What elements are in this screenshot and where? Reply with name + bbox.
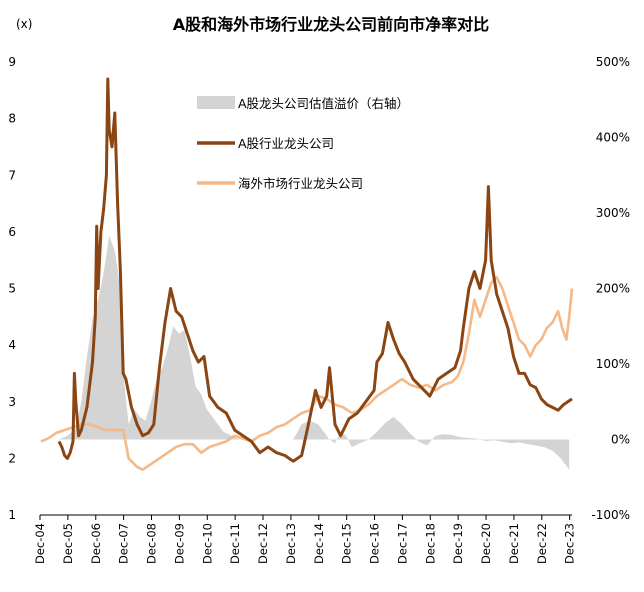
- left-y-tick-label: 6: [8, 225, 16, 239]
- x-tick-label: Dec-16: [368, 523, 382, 564]
- right-y-tick-label: 500%: [596, 55, 630, 69]
- x-tick-label: Dec-18: [423, 523, 437, 564]
- overseas-leaders-line: [40, 275, 574, 471]
- x-tick-label: Dec-11: [228, 523, 242, 564]
- right-y-tick-label: 100%: [596, 357, 630, 371]
- legend-label: 海外市场行业龙头公司: [238, 176, 363, 191]
- left-unit-label: (x): [16, 17, 32, 31]
- left-y-tick-label: 5: [8, 282, 16, 296]
- x-tick-label: Dec-20: [479, 523, 493, 564]
- x-tick-label: Dec-13: [284, 523, 298, 564]
- chart-title: A股和海外市场行业龙头公司前向市净率对比: [173, 15, 489, 34]
- right-y-tick-label: 400%: [596, 131, 630, 145]
- right-y-tick-label: 0%: [611, 433, 630, 447]
- x-tick-label: Dec-07: [117, 523, 131, 564]
- x-tick-label: Dec-09: [172, 523, 186, 564]
- legend-label: A股行业龙头公司: [238, 136, 334, 151]
- left-y-tick-label: 3: [8, 395, 16, 409]
- axes-layer: 1 2 3 4 5 6 7 8 9 -100% 0% 100% 200% 300% 400% 500% Dec-…: [8, 55, 630, 564]
- left-y-tick-label: 8: [8, 112, 16, 126]
- x-tick-label: Dec-05: [61, 523, 75, 564]
- x-tick-label: Dec-19: [451, 523, 465, 564]
- x-tick-label: Dec-10: [200, 523, 214, 564]
- left-y-tick-label: 4: [8, 338, 16, 352]
- legend-item-overseas: 海外市场行业龙头公司: [197, 176, 363, 191]
- x-tick-label: Dec-21: [507, 523, 521, 564]
- x-tick-label: Dec-17: [395, 523, 409, 564]
- x-tick-label: Dec-22: [535, 523, 549, 564]
- left-y-tick-label: 1: [8, 508, 16, 522]
- right-y-tick-label: 300%: [596, 206, 630, 220]
- x-tick-label: Dec-15: [340, 523, 354, 564]
- right-y-tick-label: 200%: [596, 282, 630, 296]
- left-y-tick-label: 9: [8, 55, 16, 69]
- x-tick-label: Dec-04: [33, 523, 47, 564]
- left-y-tick-label: 7: [8, 168, 16, 182]
- legend-swatch-area: [197, 96, 235, 109]
- premium-area-layer: [59, 235, 570, 470]
- a-share-leaders-line: [57, 77, 573, 463]
- legend-item-premium: A股龙头公司估值溢价（右轴）: [197, 96, 409, 111]
- x-tick-label: Dec-06: [89, 523, 103, 564]
- premium-area-series: [59, 235, 570, 470]
- left-y-tick-label: 2: [8, 451, 16, 465]
- x-tick-label: Dec-08: [145, 523, 159, 564]
- legend-item-a-share: A股行业龙头公司: [197, 136, 334, 151]
- series-lines-layer: [40, 77, 574, 471]
- x-tick-label: Dec-14: [312, 523, 326, 564]
- legend-label: A股龙头公司估值溢价（右轴）: [238, 96, 409, 111]
- right-y-tick-label: -100%: [591, 508, 630, 522]
- x-tick-label: Dec-12: [256, 523, 270, 564]
- x-tick-label: Dec-23: [563, 523, 577, 564]
